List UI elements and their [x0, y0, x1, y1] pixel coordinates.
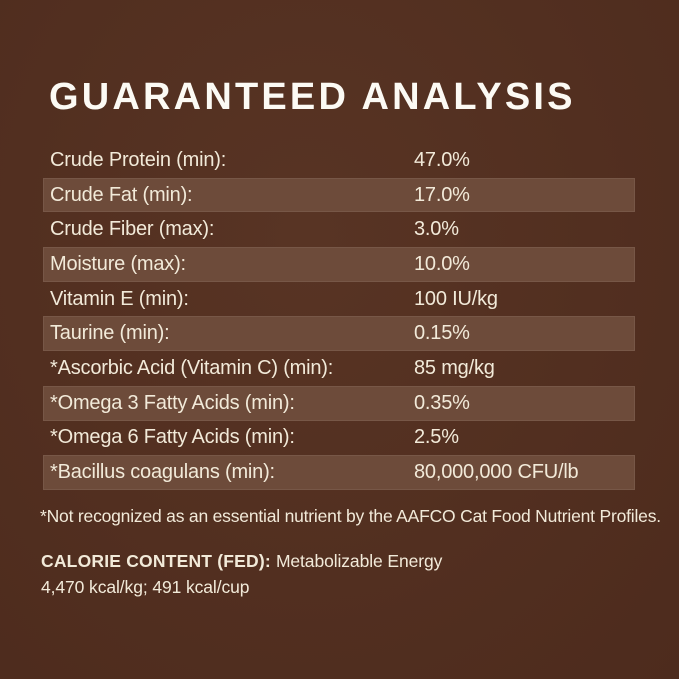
nutrient-value: 0.15% — [414, 322, 470, 345]
calorie-content-line: CALORIE CONTENT (FED): Metabolizable Ener… — [41, 548, 442, 574]
nutrient-label: Taurine (min): — [50, 322, 170, 345]
nutrient-value: 0.35% — [414, 391, 470, 414]
nutrient-value: 80,000,000 CFU/lb — [414, 461, 579, 484]
nutrient-value: 10.0% — [414, 252, 470, 275]
nutrient-label: Moisture (max): — [50, 252, 186, 275]
nutrient-label: Crude Fat (min): — [50, 183, 193, 206]
aafco-footnote: *Not recognized as an essential nutrient… — [40, 506, 661, 526]
nutrient-value: 2.5% — [414, 426, 459, 449]
table-row: *Ascorbic Acid (Vitamin C) (min): 85 mg/… — [43, 351, 635, 386]
calorie-content-heading: CALORIE CONTENT (FED): — [41, 551, 271, 571]
nutrient-value: 17.0% — [414, 183, 470, 206]
nutrient-value: 47.0% — [414, 148, 470, 171]
table-row: *Omega 3 Fatty Acids (min): 0.35% — [43, 385, 635, 421]
nutrient-label: Vitamin E (min): — [50, 287, 189, 310]
nutrient-label: *Omega 3 Fatty Acids (min): — [50, 391, 295, 414]
nutrient-value: 85 mg/kg — [414, 356, 495, 379]
nutrient-label: *Ascorbic Acid (Vitamin C) (min): — [50, 356, 334, 379]
table-row: Crude Fiber (max): 3.0% — [43, 212, 635, 247]
table-row: Crude Fat (min): 17.0% — [43, 177, 635, 213]
calorie-content-block: CALORIE CONTENT (FED): Metabolizable Ener… — [41, 548, 442, 600]
nutrient-table: Crude Protein (min): 47.0% Crude Fat (mi… — [43, 143, 635, 490]
nutrient-value: 3.0% — [414, 218, 459, 241]
nutrient-value: 100 IU/kg — [414, 287, 498, 310]
table-row: *Omega 6 Fatty Acids (min): 2.5% — [43, 421, 635, 456]
table-row: *Bacillus coagulans (min): 80,000,000 CF… — [43, 455, 635, 490]
nutrient-label: Crude Fiber (max): — [50, 218, 215, 241]
nutrient-label: Crude Protein (min): — [50, 148, 227, 171]
calorie-content-description: Metabolizable Energy — [275, 551, 443, 571]
table-row: Taurine (min): 0.15% — [43, 316, 635, 352]
nutrient-label: *Bacillus coagulans (min): — [50, 461, 275, 484]
page-title: GUARANTEED ANALYSIS — [49, 76, 576, 118]
table-row: Crude Protein (min): 47.0% — [43, 143, 635, 178]
nutrient-label: *Omega 6 Fatty Acids (min): — [50, 426, 295, 449]
table-row: Moisture (max): 10.0% — [43, 247, 635, 282]
calorie-values: 4,470 kcal/kg; 491 kcal/cup — [41, 577, 250, 597]
table-row: Vitamin E (min): 100 IU/kg — [43, 282, 635, 317]
